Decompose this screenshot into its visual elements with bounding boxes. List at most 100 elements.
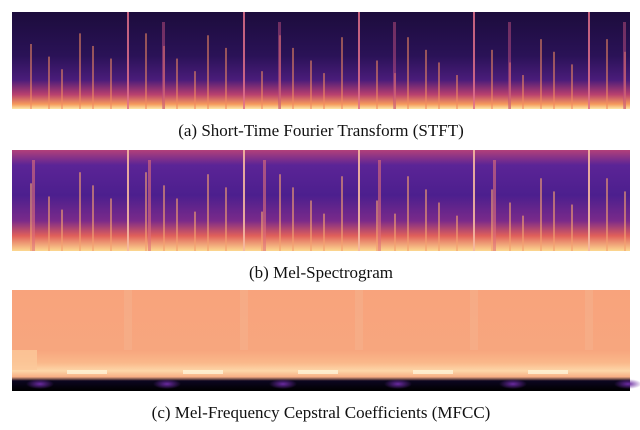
texture: [279, 174, 281, 251]
texture: [407, 176, 409, 251]
texture: [540, 178, 542, 251]
texture: [12, 350, 37, 370]
texture: [127, 12, 129, 109]
stft-texture: [30, 12, 626, 110]
texture: [48, 56, 50, 109]
texture: [571, 204, 573, 251]
texture: [394, 213, 396, 251]
texture: [261, 211, 263, 251]
texture: [30, 183, 32, 251]
texture: [624, 191, 626, 251]
texture: [153, 379, 181, 389]
texture: [162, 22, 165, 109]
texture: [623, 22, 626, 109]
texture: [310, 200, 312, 251]
texture: [413, 370, 453, 374]
texture: [61, 209, 63, 251]
texture: [588, 12, 590, 109]
texture: [261, 71, 263, 109]
texture: [341, 176, 343, 251]
texture: [571, 64, 573, 109]
texture: [145, 33, 147, 110]
texture: [127, 150, 129, 251]
texture: [92, 185, 94, 251]
texture: [225, 47, 227, 109]
stft-image: [12, 12, 630, 109]
mfcc-image: [12, 290, 630, 391]
texture: [522, 215, 524, 251]
texture: [456, 75, 458, 109]
texture: [176, 58, 178, 109]
texture: [614, 379, 640, 389]
texture: [606, 39, 608, 109]
texture: [243, 12, 245, 109]
texture: [585, 290, 593, 350]
texture: [243, 150, 245, 251]
caption: (c) Mel-Frequency Cepstral Coefficients …: [152, 403, 491, 422]
texture: [473, 150, 475, 251]
texture: [61, 69, 63, 109]
texture: [110, 198, 112, 251]
texture: [207, 35, 209, 109]
texture: [278, 22, 281, 109]
texture: [79, 33, 81, 110]
texture: [341, 37, 343, 109]
texture: [553, 191, 555, 251]
texture: [509, 202, 511, 251]
texture: [176, 198, 178, 251]
texture: [606, 178, 608, 251]
texture: [425, 189, 427, 251]
texture: [269, 379, 297, 389]
texture: [32, 160, 35, 251]
texture: [355, 290, 363, 350]
texture: [148, 160, 151, 251]
texture: [540, 39, 542, 109]
mfcc-texture: [12, 290, 640, 389]
texture: [124, 290, 132, 350]
texture: [438, 62, 440, 109]
texture: [292, 187, 294, 251]
texture: [48, 196, 50, 251]
texture: [79, 172, 81, 251]
texture: [194, 71, 196, 109]
texture: [292, 47, 294, 109]
texture: [323, 213, 325, 251]
texture: [588, 150, 590, 251]
texture: [473, 12, 475, 109]
texture: [407, 37, 409, 109]
texture: [491, 49, 493, 109]
texture: [508, 22, 511, 109]
texture: [376, 200, 378, 251]
texture: [194, 211, 196, 251]
texture: [323, 73, 325, 109]
texture: [493, 160, 496, 251]
texture: [92, 45, 94, 109]
texture: [26, 379, 54, 389]
texture: [470, 290, 478, 350]
texture: [378, 160, 381, 251]
texture: [207, 174, 209, 251]
texture: [110, 58, 112, 109]
texture: [358, 150, 360, 251]
texture: [425, 49, 427, 109]
texture: [310, 60, 312, 109]
texture: [384, 379, 412, 389]
texture: [358, 12, 360, 109]
texture: [67, 370, 107, 374]
texture: [145, 172, 147, 251]
texture: [376, 60, 378, 109]
texture: [553, 51, 555, 109]
texture: [163, 185, 165, 251]
texture: [183, 370, 223, 374]
texture: [263, 160, 266, 251]
caption: (a) Short-Time Fourier Transform (STFT): [178, 121, 464, 140]
mel-image: [12, 150, 630, 251]
texture: [491, 189, 493, 251]
texture: [522, 75, 524, 109]
texture: [393, 22, 396, 109]
texture: [30, 44, 32, 110]
texture: [438, 202, 440, 251]
texture: [456, 215, 458, 251]
texture: [528, 370, 568, 374]
